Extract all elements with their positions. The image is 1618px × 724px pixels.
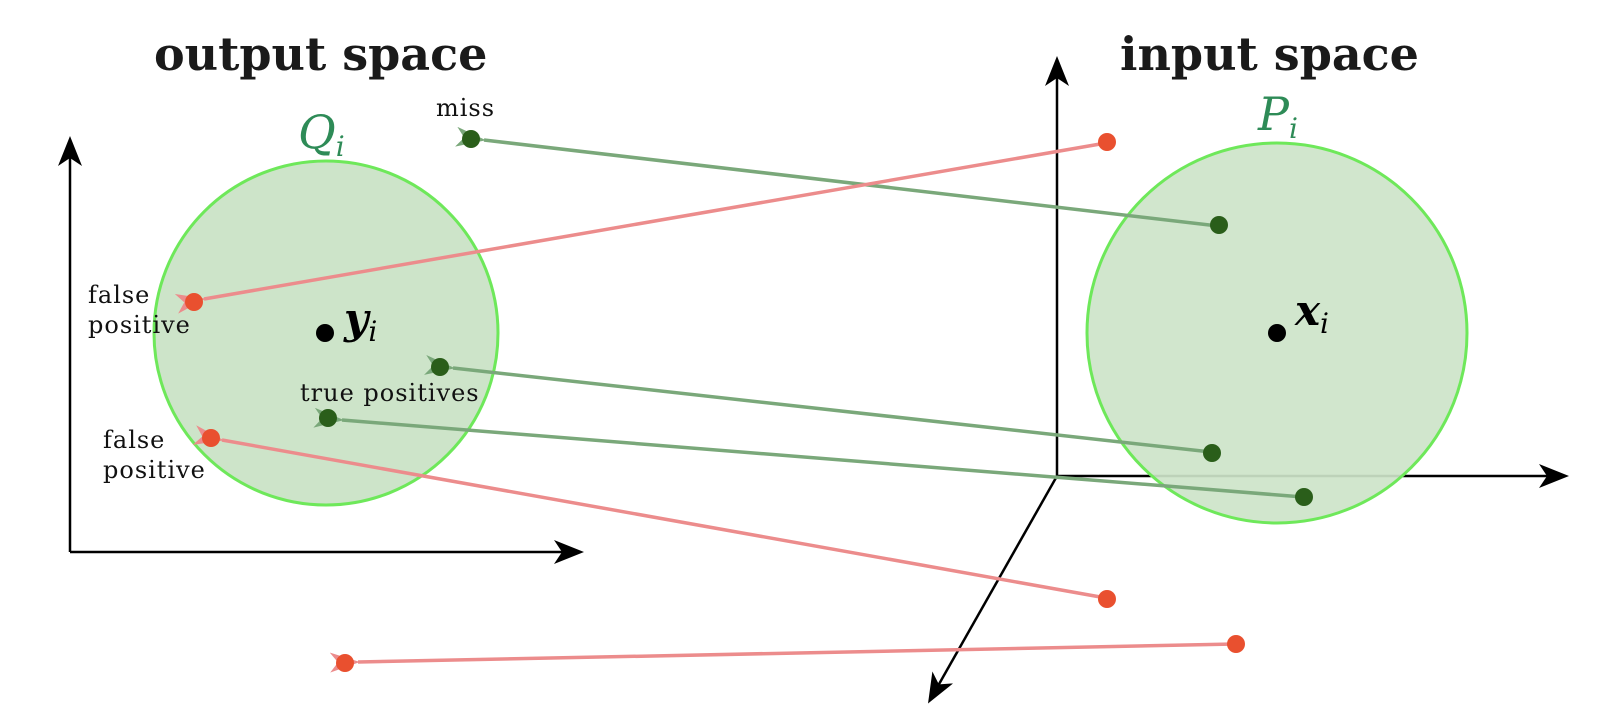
output-point-true-positive-2 — [319, 409, 337, 427]
output-point-true-positive-1 — [431, 358, 449, 376]
output-axes — [58, 136, 584, 564]
input-point-1 — [1098, 133, 1116, 151]
output-set-sub: i — [336, 130, 345, 163]
false-positive-1-line1: false — [88, 281, 150, 309]
output-point-outside — [336, 654, 354, 672]
input-set-letter: P — [1257, 87, 1290, 141]
output-point-false-positive-2 — [202, 429, 220, 447]
input-point-6 — [1227, 635, 1245, 653]
input-point-4 — [1295, 488, 1313, 506]
false-positive-2-line1: false — [103, 426, 165, 454]
output-set-letter: Q — [298, 105, 336, 159]
output-center-label: yi — [343, 294, 377, 348]
input-set-label: Pi — [1257, 87, 1298, 145]
output-point-miss — [462, 130, 480, 148]
points — [185, 130, 1313, 672]
miss-label: miss — [436, 94, 495, 122]
input-point-5 — [1098, 590, 1116, 608]
arrow-true-positive-2 — [313, 407, 1304, 499]
output-space-title: output space — [154, 27, 487, 81]
input-space-title: input space — [1120, 27, 1419, 81]
input-center-sub: i — [1320, 307, 1329, 340]
input-point-3 — [1203, 444, 1221, 462]
false-positive-2-line2: positive — [103, 456, 206, 484]
output-center-letter: y — [343, 294, 371, 343]
input-point-2 — [1210, 216, 1228, 234]
arrow-miss — [455, 126, 1219, 228]
arrow-false-positive-1 — [174, 141, 1107, 314]
input-center-label: xi — [1294, 286, 1329, 340]
output-point-false-positive-1 — [185, 293, 203, 311]
arrow-far-miss — [329, 642, 1236, 673]
input-y-axis — [928, 475, 1059, 704]
true-positives-label: true positives — [300, 379, 480, 407]
arrow-true-positive-1 — [424, 354, 1212, 454]
input-set-sub: i — [1289, 112, 1298, 145]
false-positive-1-line2: positive — [88, 311, 191, 339]
output-center-yi — [316, 324, 334, 342]
input-center-xi — [1268, 324, 1286, 342]
arrow-false-positive-2 — [192, 425, 1107, 600]
output-center-sub: i — [368, 315, 377, 348]
input-center-letter: x — [1294, 286, 1321, 335]
mapping-arrows — [174, 126, 1304, 673]
output-set-label: Qi — [298, 105, 345, 163]
